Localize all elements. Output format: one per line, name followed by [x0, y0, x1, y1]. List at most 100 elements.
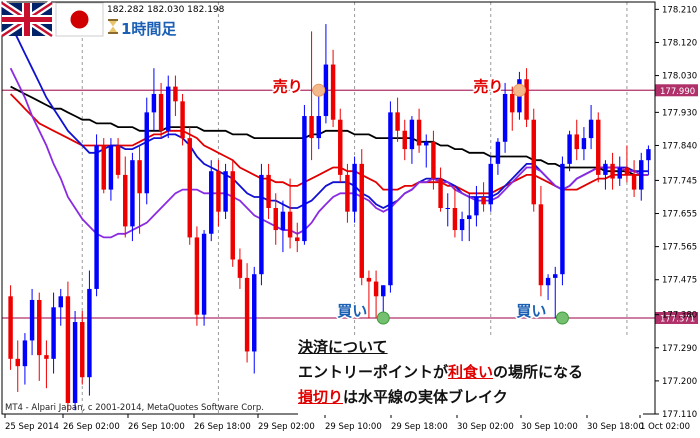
candle-body: [639, 160, 644, 190]
buy-label: 買い: [516, 302, 546, 320]
candle: [295, 222, 300, 253]
candle-body: [144, 112, 149, 194]
y-tick-label: 177.110: [662, 410, 697, 420]
candle-body: [58, 296, 63, 308]
candle-body: [409, 119, 415, 150]
candle: [388, 101, 393, 293]
candle-body: [452, 208, 458, 231]
candle-body: [137, 160, 142, 194]
candle: [416, 108, 422, 153]
moving-average-purple: [9, 67, 649, 239]
candle: [502, 82, 508, 153]
candle: [223, 163, 228, 220]
x-tick-label: 29 Sep 18:00: [391, 422, 448, 432]
candle: [94, 134, 99, 297]
candle: [524, 68, 529, 128]
candle-body: [467, 215, 472, 220]
timeframe-text: 1時間足: [121, 20, 177, 38]
candle-body: [115, 145, 121, 175]
candle-body: [273, 208, 278, 231]
candle-body: [402, 130, 407, 150]
candle: [29, 288, 35, 356]
candle-body: [72, 322, 78, 403]
caption-line-2: エントリーポイントが利食いの場所になる: [298, 360, 643, 385]
candle-body: [581, 138, 587, 150]
candle-body: [230, 171, 235, 260]
y-tick-label: 178.210: [662, 5, 697, 15]
y-tick-label: 177.380: [662, 311, 697, 321]
candle-body: [538, 204, 544, 286]
candle-body: [474, 196, 479, 216]
y-tick-label: 177.840: [662, 141, 697, 151]
candle: [151, 68, 157, 131]
y-tick-label: 177.745: [662, 176, 697, 186]
horizontal-lines: 177.990 177.371: [2, 84, 698, 324]
candle-body: [588, 119, 594, 139]
candle: [495, 138, 501, 175]
level-price-label: 177.371: [660, 314, 695, 324]
candle-body: [158, 93, 164, 131]
candle: [252, 266, 257, 374]
candle: [72, 311, 78, 411]
candle-body: [316, 116, 321, 139]
candle: [316, 90, 321, 150]
candle-body: [187, 138, 192, 238]
x-tick-label: 30 Sep 18:00: [587, 422, 644, 432]
x-tick-label: 30 Sep 02:00: [457, 422, 514, 432]
candle-body: [130, 160, 135, 227]
moving-averages: [9, 23, 649, 239]
candle-body: [37, 299, 42, 356]
candle: [37, 292, 42, 381]
caption-box: 決済について エントリーポイントが利食いの場所になる 損切りは水平線の実体ブレイ…: [298, 335, 643, 415]
candle-body: [330, 64, 336, 120]
candle-body: [431, 141, 436, 179]
candle-body: [495, 141, 501, 164]
candle-body: [29, 299, 35, 341]
candle: [230, 160, 235, 267]
candle: [338, 108, 343, 183]
caption-line-2-suffix: の場所になる: [493, 363, 584, 381]
candle: [58, 288, 63, 326]
y-tick-label: 177.200: [662, 377, 697, 387]
candle: [481, 182, 486, 212]
candle: [180, 93, 185, 146]
candle: [452, 185, 458, 238]
y-tick-label: 178.120: [662, 38, 697, 48]
x-tick-label: 26 Sep 10:00: [128, 422, 185, 432]
candle: [144, 97, 149, 205]
caption-line-3-suffix: は水平線の実体ブレイク: [343, 388, 508, 406]
level-price-tag: [655, 84, 698, 97]
x-tick-label: 29 Sep 02:00: [258, 422, 315, 432]
candle: [545, 274, 551, 300]
sell-label: 売り: [473, 77, 503, 95]
sell-marker: [512, 83, 526, 97]
candle: [173, 75, 178, 117]
buy-label: 買い: [337, 302, 367, 320]
candle-body: [108, 145, 114, 190]
candle: [431, 130, 436, 190]
candle: [22, 333, 28, 385]
candle: [158, 82, 164, 139]
candle-body: [295, 237, 300, 242]
x-tick-label: 25 Sep 2014: [5, 422, 59, 432]
candle-body: [352, 163, 357, 212]
caption-line-2-prefix: エントリーポイントが: [298, 363, 449, 381]
candle: [302, 105, 307, 245]
candle-body: [173, 86, 178, 102]
candle-body: [567, 134, 572, 164]
candle-body: [502, 93, 508, 142]
candle-body: [201, 233, 207, 315]
timeframe-label: 1時間足: [121, 18, 176, 39]
x-tick-label: 26 Sep 02:00: [63, 422, 120, 432]
candle-body: [244, 277, 250, 352]
x-tick-label: 29 Sep 10:00: [325, 422, 382, 432]
candle-body: [180, 101, 185, 139]
candle-body: [459, 219, 465, 231]
candle: [467, 193, 472, 242]
candle: [603, 160, 608, 190]
candle-body: [395, 112, 400, 131]
moving-average-blue: [9, 23, 649, 210]
caption-stop-loss: 損切り: [298, 388, 344, 406]
candle-body: [574, 134, 579, 150]
